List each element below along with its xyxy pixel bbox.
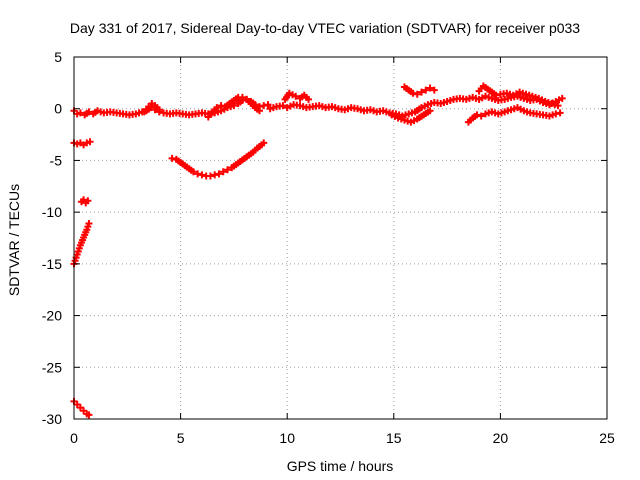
data-point <box>426 107 434 115</box>
segment-cluster-0.4h-minus3 <box>70 138 94 149</box>
data-point <box>473 111 481 119</box>
x-axis-label: GPS time / hours <box>287 458 394 474</box>
y-tick-label: 0 <box>54 101 62 117</box>
x-tick-label: 20 <box>493 430 509 446</box>
x-tick-label: 10 <box>279 430 295 446</box>
data-point <box>238 93 246 101</box>
data-point <box>155 106 163 114</box>
y-axis-label: SDTVAR / TECUs <box>6 184 22 296</box>
y-tick-label: -25 <box>42 359 62 375</box>
data-point <box>552 110 560 118</box>
y-tick-label: -20 <box>42 308 62 324</box>
y-tick-label: -5 <box>50 152 63 168</box>
data-point <box>260 102 268 110</box>
segment-main-band-9-23h <box>266 92 566 120</box>
data-point <box>558 94 566 102</box>
data-point <box>217 102 225 110</box>
x-tick-label: 0 <box>70 430 78 446</box>
y-tick-label: -15 <box>42 256 62 272</box>
data-point <box>477 112 485 120</box>
data-point <box>76 109 84 117</box>
data-point <box>492 91 500 99</box>
data-point <box>426 84 434 92</box>
data-point <box>85 220 93 228</box>
data-point <box>194 170 202 178</box>
data-point <box>255 107 263 115</box>
data-point <box>219 168 227 176</box>
segment-dip-18.5-22.5h <box>464 104 564 126</box>
segment-rising-line-0-0.7h <box>70 220 93 268</box>
data-point <box>211 171 219 179</box>
data-point <box>292 92 300 100</box>
data-point <box>413 90 421 98</box>
y-tick-label: -30 <box>42 411 62 427</box>
data-point <box>260 139 268 147</box>
data-point <box>215 170 223 178</box>
x-tick-label: 5 <box>177 430 185 446</box>
y-tick-label: -10 <box>42 204 62 220</box>
segment-lower-15-17h <box>388 107 434 126</box>
x-tick-label: 25 <box>599 430 615 446</box>
data-point <box>554 102 562 110</box>
data-point <box>86 138 94 146</box>
data-point <box>430 86 438 94</box>
plot-frame <box>73 56 608 420</box>
x-tick-label: 15 <box>386 430 402 446</box>
data-point <box>206 172 214 180</box>
data-points <box>70 82 566 419</box>
data-point <box>305 95 313 103</box>
data-point <box>409 89 417 97</box>
data-point <box>556 109 564 117</box>
data-point <box>85 411 93 419</box>
data-point <box>84 197 92 205</box>
segment-cluster-0.5h-minus9 <box>77 196 92 207</box>
data-point <box>264 101 272 109</box>
data-point <box>422 86 430 94</box>
segment-bump-3.5h <box>140 100 163 116</box>
data-point <box>213 104 221 112</box>
data-point <box>189 168 197 176</box>
data-point <box>168 154 176 162</box>
axis-ticks: 0 5 10 15 20 25 5 0 -5 -10 -15 -20 -25 -30 <box>42 49 615 446</box>
data-point <box>198 171 206 179</box>
segment-upper-15.5-17h <box>400 83 438 98</box>
segment-spike-10.1h <box>281 89 313 103</box>
segment-wave-6-9h <box>204 93 263 121</box>
segment-falling-line-0-0.7h <box>70 397 93 419</box>
data-point <box>85 108 93 116</box>
segment-arc-4.6-8.9h <box>168 139 268 180</box>
y-tick-label: 5 <box>54 49 62 65</box>
data-point <box>224 166 232 174</box>
chart-title: Day 331 of 2017, Sidereal Day-to-day VTE… <box>70 20 580 36</box>
data-point <box>418 88 426 96</box>
data-point <box>279 102 287 110</box>
segment-high-19-22h <box>475 82 562 110</box>
